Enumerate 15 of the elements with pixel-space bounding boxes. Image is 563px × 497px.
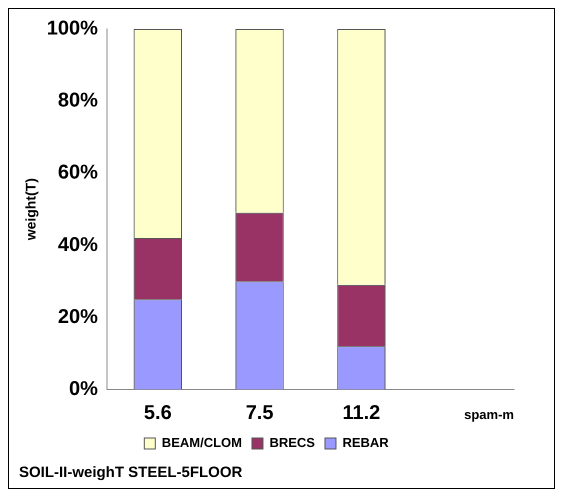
legend-label: BEAM/CLOM xyxy=(162,435,242,450)
y-tick-label: 20% xyxy=(58,306,98,328)
x-tick-label: 7.5 xyxy=(246,402,274,424)
y-tick-label: 60% xyxy=(58,162,98,184)
legend-label: REBAR xyxy=(342,435,390,450)
legend-label: BRECS xyxy=(269,435,316,450)
x-tick-label: 11.2 xyxy=(342,402,380,424)
text: SOIL-II-weighT STEEL-5FLOOR xyxy=(19,464,242,482)
x-tick-label: 5.6 xyxy=(144,402,172,424)
y-tick-label: 100% xyxy=(46,18,98,40)
y-tick-label: 0% xyxy=(69,378,98,400)
x-axis-title: spam-m xyxy=(464,406,514,422)
y-tick-label: 80% xyxy=(58,90,98,112)
y-axis-title: weight(T) xyxy=(22,178,38,242)
y-tick-label: 40% xyxy=(58,234,98,256)
